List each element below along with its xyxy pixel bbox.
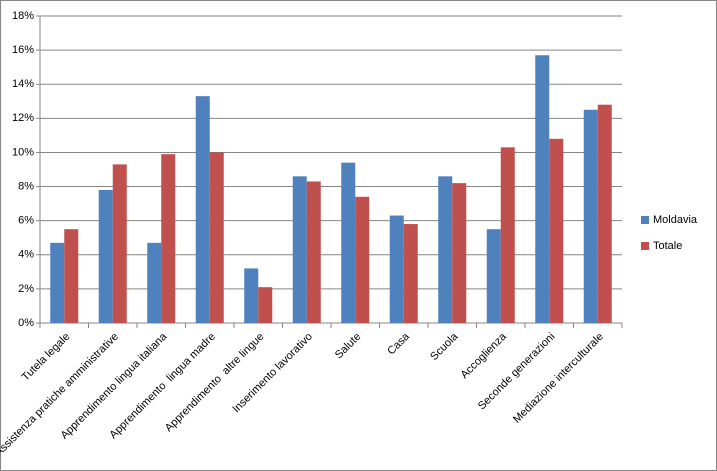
bar [341, 162, 356, 323]
bar [535, 55, 550, 323]
bar [500, 147, 515, 323]
legend-label: Totale [653, 240, 682, 252]
y-tick-label: 4% [18, 249, 34, 261]
bar [161, 154, 176, 323]
bar [147, 242, 162, 323]
bar [112, 164, 127, 323]
bar [50, 242, 65, 323]
bar [209, 152, 224, 323]
y-tick-label: 2% [18, 283, 34, 295]
bar [292, 176, 307, 323]
y-tick-label: 10% [12, 146, 34, 158]
legend-label: Moldavia [653, 214, 698, 226]
legend-swatch [641, 216, 649, 224]
y-tick-label: 16% [12, 44, 34, 56]
bar [306, 181, 321, 323]
legend-swatch [641, 242, 649, 250]
bar [258, 287, 273, 323]
bar [549, 138, 564, 323]
bar [452, 183, 467, 323]
bar [486, 229, 501, 323]
y-tick-label: 0% [18, 317, 34, 329]
y-tick-label: 6% [18, 215, 34, 227]
bar [195, 96, 210, 324]
bar [438, 176, 453, 323]
bar [355, 196, 370, 323]
bar [64, 229, 79, 323]
bar [403, 224, 418, 323]
y-tick-label: 12% [12, 112, 34, 124]
y-tick-label: 14% [12, 78, 34, 90]
bar [98, 189, 113, 323]
bar [597, 104, 612, 323]
bar [389, 215, 404, 323]
bar [244, 268, 259, 323]
bar [583, 109, 598, 323]
y-tick-label: 18% [12, 10, 34, 22]
y-tick-label: 8% [18, 180, 34, 192]
